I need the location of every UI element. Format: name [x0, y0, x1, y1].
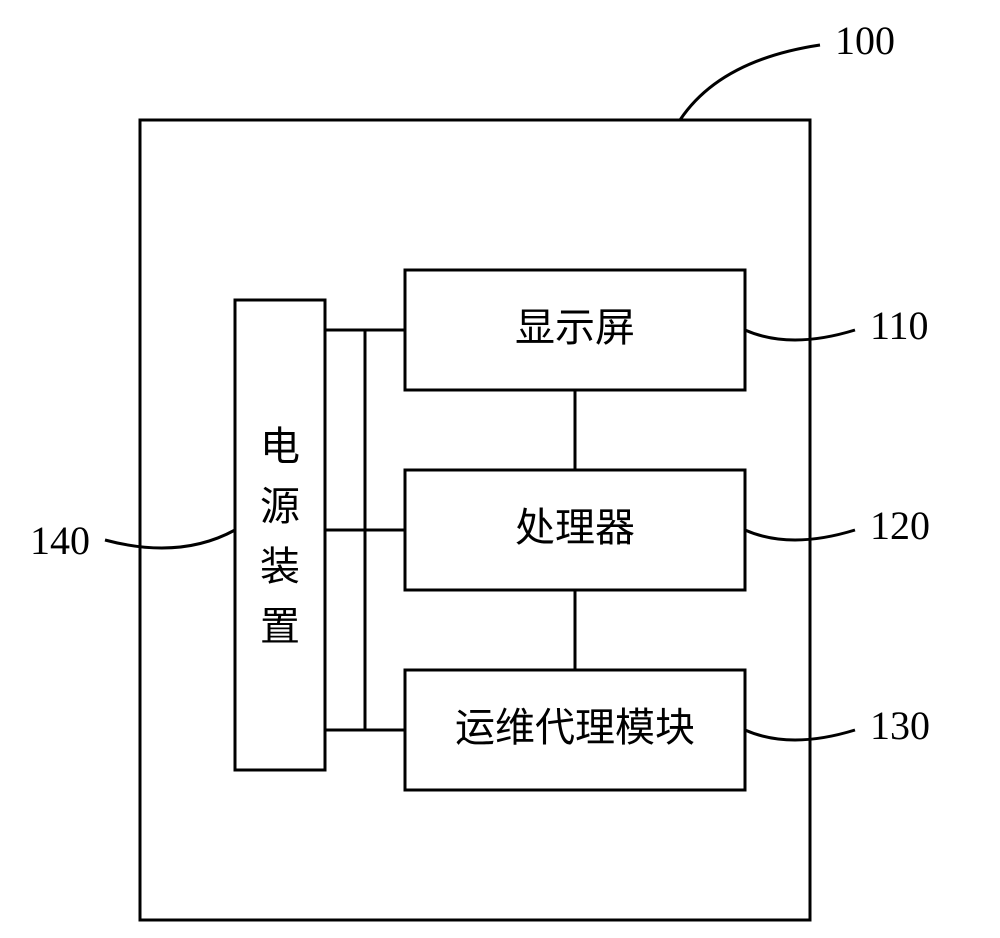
ref-label-om_agent: 130 [870, 703, 930, 748]
ref-label-outer: 100 [835, 18, 895, 63]
node-label-processor: 处理器 [515, 505, 635, 550]
block-diagram: 100 显示屏 110 处理器 120 运维代理模块 130 电源装置 140 [0, 0, 1000, 938]
node-label-char: 装 [260, 544, 300, 589]
node-label-char: 电 [260, 424, 300, 469]
ref-label-power: 140 [30, 518, 90, 563]
node-power [235, 300, 325, 770]
ref-label-processor: 120 [870, 503, 930, 548]
node-label-char: 置 [260, 604, 300, 649]
node-label-display: 显示屏 [515, 305, 635, 350]
ref-label-display: 110 [870, 303, 929, 348]
node-label-om_agent: 运维代理模块 [455, 705, 695, 750]
node-label-char: 源 [260, 484, 300, 529]
